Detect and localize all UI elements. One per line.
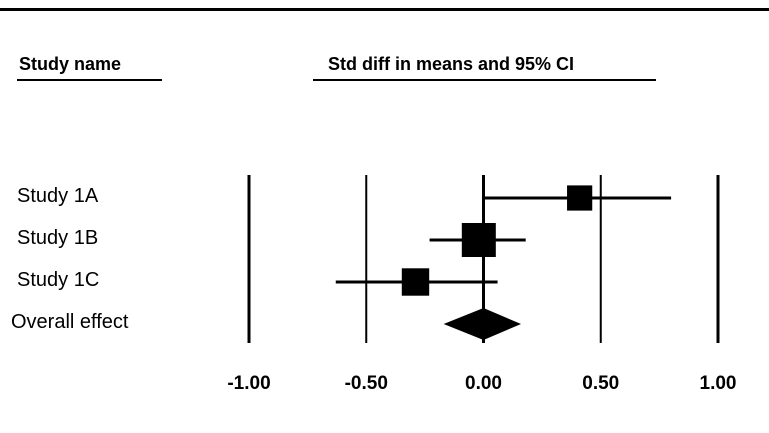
study-marker [461, 223, 496, 257]
overall-effect-label: Overall effect [11, 311, 129, 333]
study-label: Study 1C [17, 269, 100, 291]
study-name-header-underline [17, 79, 162, 81]
x-tick-label: 1.00 [700, 373, 737, 394]
study-marker [401, 268, 430, 296]
x-tick-label: 0.00 [465, 373, 502, 394]
study-marker [567, 185, 593, 211]
study-label: Study 1A [17, 185, 99, 207]
study-name-header: Study name [19, 54, 122, 74]
effect-size-header: Std diff in means and 95% CI [328, 54, 575, 74]
x-tick-label: -0.50 [345, 373, 388, 394]
effect-size-header-underline [313, 79, 656, 81]
overall-effect-diamond [443, 308, 522, 340]
x-tick-label: -1.00 [227, 373, 270, 394]
top-rule [0, 8, 769, 11]
x-tick-label: 0.50 [582, 373, 619, 394]
study-label: Study 1B [17, 227, 99, 249]
